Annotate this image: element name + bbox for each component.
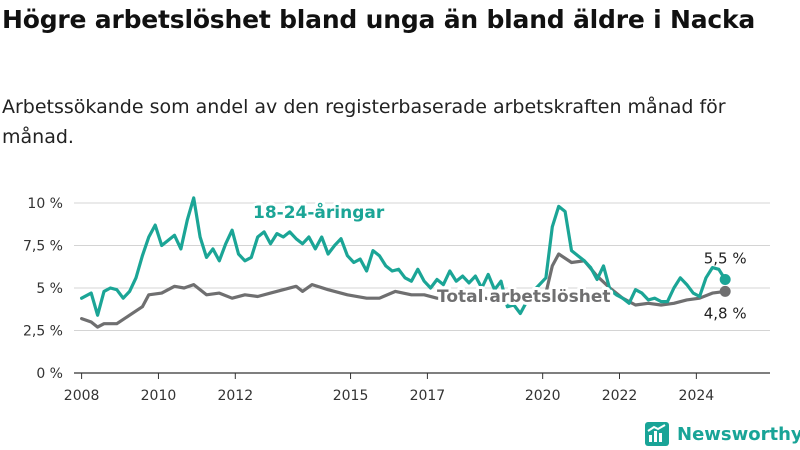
x-tick-label: 2012 bbox=[217, 388, 253, 404]
x-tick-label: 2024 bbox=[679, 388, 715, 404]
series-line-total bbox=[80, 252, 727, 329]
x-tick-label: 2015 bbox=[333, 388, 369, 404]
series-label-youth: 18-24-åringar bbox=[253, 201, 385, 223]
x-tick-label: 2022 bbox=[602, 388, 638, 404]
end-label-youth: 5,5 % bbox=[704, 250, 747, 268]
x-tick-label: 2020 bbox=[525, 388, 561, 404]
brand-logo: Newsworthy bbox=[645, 420, 800, 448]
brand-name: Newsworthy bbox=[677, 423, 800, 445]
y-tick-label: 0 % bbox=[36, 366, 63, 382]
end-label-total: 4,8 % bbox=[704, 304, 747, 322]
y-tick-label: 5 % bbox=[36, 281, 63, 297]
y-tick-label: 10 % bbox=[27, 196, 63, 212]
x-tick-label: 2008 bbox=[64, 388, 100, 404]
y-tick-label: 7,5 % bbox=[23, 239, 63, 255]
series-label-total: Total arbetslöshet bbox=[437, 287, 611, 307]
end-point-youth bbox=[719, 274, 731, 285]
series-line-youth bbox=[80, 196, 727, 317]
chart-subtitle: Arbetssökande som andel av den registerb… bbox=[2, 96, 726, 148]
x-tick-label: 2010 bbox=[141, 388, 177, 404]
y-tick-label: 2,5 % bbox=[23, 324, 63, 340]
newsworthy-logo-icon bbox=[645, 422, 669, 446]
x-tick-label: 2017 bbox=[410, 388, 446, 404]
chart-title: Högre arbetslöshet bland unga än bland ä… bbox=[2, 5, 756, 34]
end-point-total bbox=[719, 285, 731, 297]
